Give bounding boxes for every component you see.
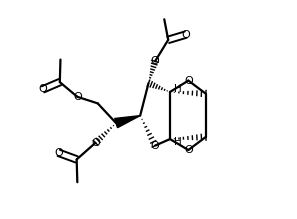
- Text: O: O: [184, 145, 193, 155]
- Text: O: O: [181, 30, 190, 40]
- Text: O: O: [73, 92, 82, 102]
- Text: H: H: [174, 137, 182, 147]
- Text: H: H: [174, 84, 182, 94]
- Text: O: O: [91, 138, 100, 148]
- Polygon shape: [115, 116, 140, 128]
- Text: O: O: [184, 76, 193, 86]
- Text: O: O: [151, 56, 159, 66]
- Text: O: O: [151, 141, 159, 151]
- Text: O: O: [39, 84, 47, 94]
- Text: O: O: [54, 148, 63, 158]
